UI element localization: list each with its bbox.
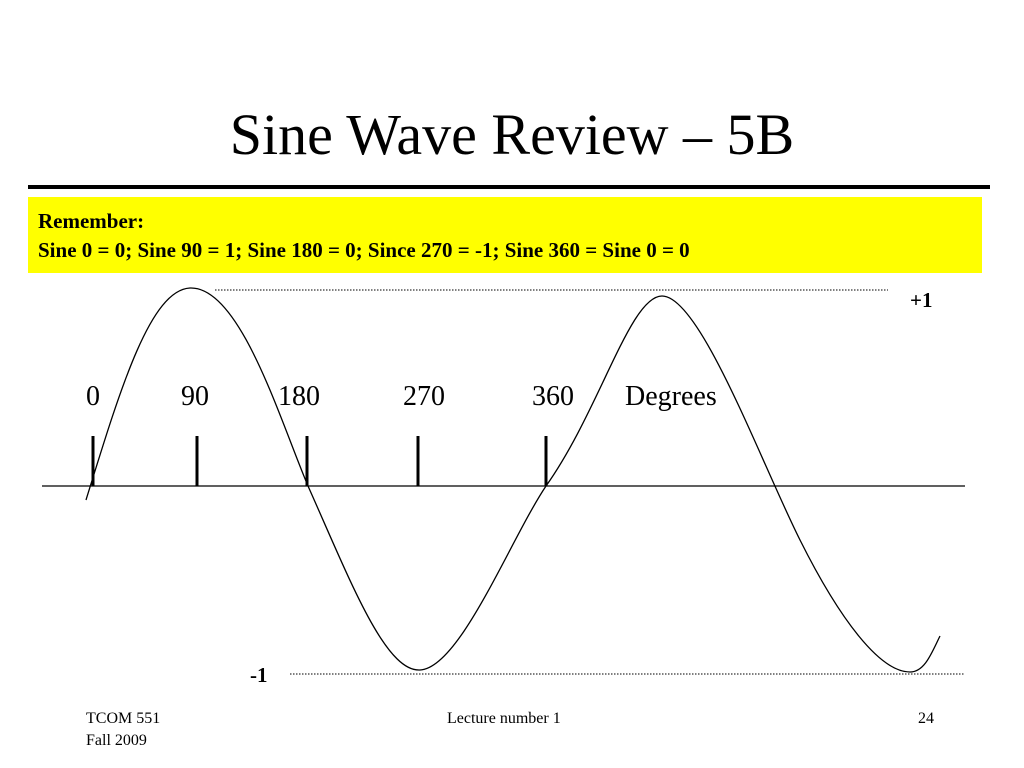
tick-label-270: 270 — [403, 381, 445, 412]
min-value-label: -1 — [250, 663, 268, 687]
tick-label-180: 180 — [278, 381, 320, 412]
title-divider — [28, 185, 990, 189]
footer-term: Fall 2009 — [86, 732, 147, 749]
footer-course: TCOM 551 Fall 2009 — [86, 708, 160, 752]
footer-course-code: TCOM 551 — [86, 710, 161, 727]
slide-title: Sine Wave Review – 5B — [229, 102, 795, 167]
tick-label-360: 360 — [532, 381, 574, 412]
remember-text: Sine 0 = 0; Sine 90 = 1; Sine 180 = 0; S… — [38, 238, 690, 262]
tick-label-90: 90 — [181, 381, 209, 412]
sine-wave-curve — [85, 287, 941, 673]
degrees-label: Degrees — [625, 381, 717, 412]
footer-page-number: 24 — [918, 710, 934, 727]
max-value-label: +1 — [910, 288, 932, 312]
tick-label-0: 0 — [86, 381, 100, 412]
footer-lecture: Lecture number 1 — [447, 710, 561, 727]
remember-heading: Remember: — [38, 209, 145, 233]
remember-note: Remember: Sine 0 = 0; Sine 90 = 1; Sine … — [28, 197, 982, 273]
